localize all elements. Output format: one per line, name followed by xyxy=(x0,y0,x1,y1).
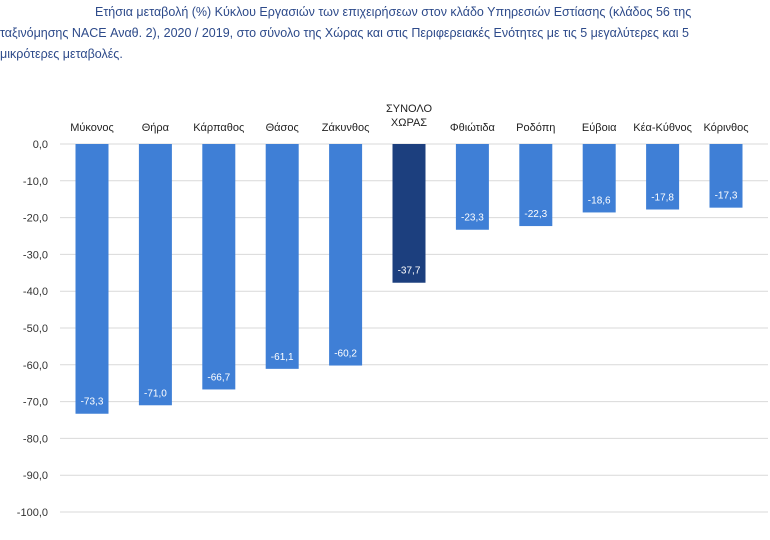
category-labels: Μύκονος Θήρα Κάρπαθος Θάσος Ζάκυνθος ΣΥΝΟΛΟ ΧΩ… xyxy=(70,103,748,134)
y-tick-label: -30,0 xyxy=(23,249,48,261)
value-label: -22,3 xyxy=(524,209,547,220)
y-tick-label: -90,0 xyxy=(23,470,48,482)
bar xyxy=(582,144,616,213)
category-label: Μύκονος xyxy=(70,122,114,134)
bar xyxy=(392,144,426,283)
y-tick-label: -20,0 xyxy=(23,213,48,225)
category-label: Ροδόπη xyxy=(516,122,555,134)
bar xyxy=(646,144,680,210)
value-labels: -73,3 -71,0 -66,7 -61,1 -60,2 -37,7 -23,3 -22,3… xyxy=(81,191,738,408)
y-axis-tick-labels: 0,0 -10,0 -20,0 -30,0 -40,0 -50,0 -60,0 -70,0 -8… xyxy=(17,139,48,519)
chart-title-line-2: ταξινόμησης NACE Αναθ. 2), 2020 / 2019, … xyxy=(0,26,689,40)
bar xyxy=(138,144,172,406)
category-label: Θήρα xyxy=(142,122,170,134)
y-tick-label: -40,0 xyxy=(23,286,48,298)
value-label: -17,3 xyxy=(715,191,738,202)
category-label: Ζάκυνθος xyxy=(322,122,370,134)
category-label: Εύβοια xyxy=(582,122,617,134)
bar xyxy=(455,144,489,230)
value-label: -66,7 xyxy=(207,372,230,383)
value-label: -71,0 xyxy=(144,388,167,399)
y-tick-label: -10,0 xyxy=(23,176,48,188)
y-tick-label: 0,0 xyxy=(33,139,48,151)
bars xyxy=(75,144,743,414)
y-tick-label: -60,0 xyxy=(23,360,48,372)
value-label: -23,3 xyxy=(461,213,484,224)
category-label: Φθιώτιδα xyxy=(450,122,496,134)
category-label: Κέα-Κύθνος xyxy=(633,122,692,134)
value-label: -37,7 xyxy=(398,266,421,277)
value-label: -61,1 xyxy=(271,352,294,363)
category-label: Κάρπαθος xyxy=(193,122,244,134)
bar xyxy=(709,144,743,208)
y-tick-label: -70,0 xyxy=(23,397,48,409)
bar xyxy=(202,144,236,390)
value-label: -18,6 xyxy=(588,195,611,206)
value-label: -17,8 xyxy=(651,193,674,204)
y-tick-label: -80,0 xyxy=(23,433,48,445)
bar xyxy=(519,144,553,227)
bar xyxy=(329,144,363,366)
category-label: ΣΥΝΟΛΟ ΧΩΡΑΣ xyxy=(386,103,433,129)
chart-title-line-1: Ετήσια μεταβολή (%) Κύκλου Εργασιών των … xyxy=(95,5,692,19)
value-label: -60,2 xyxy=(334,349,357,360)
chart-title-line-3: μικρότερες μεταβολές. xyxy=(0,47,123,61)
category-label: Θάσος xyxy=(266,122,299,134)
y-tick-label: -100,0 xyxy=(17,507,48,519)
chart-title: Ετήσια μεταβολή (%) Κύκλου Εργασιών των … xyxy=(0,2,770,65)
bar xyxy=(265,144,299,369)
y-tick-label: -50,0 xyxy=(23,323,48,335)
value-label: -73,3 xyxy=(81,397,104,408)
category-label: Κόρινθος xyxy=(703,122,748,134)
bar xyxy=(75,144,109,414)
